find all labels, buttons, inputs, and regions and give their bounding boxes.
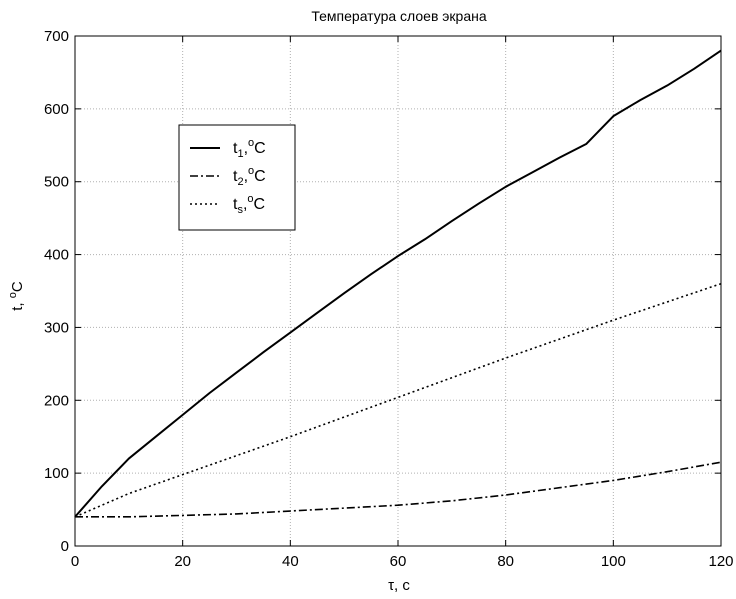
legend: t1,oC t2,oC ts,oC: [178, 124, 296, 231]
y-tick-label: 200: [44, 392, 69, 409]
ticks: 0 20 40 60 80 100 120 0 100 200 300 400 500 600 700: [44, 28, 734, 570]
x-tick-label: 40: [282, 553, 299, 570]
legend-box: [178, 124, 296, 231]
y-tick-label: 300: [44, 319, 69, 336]
y-tick-label: 500: [44, 174, 69, 191]
series-line-1: [74, 49, 722, 518]
x-axis-label-symbol: τ: [388, 577, 394, 594]
x-axis-label-unit: , c: [394, 577, 410, 594]
legend-entries: t1,oC t2,oC ts,oC: [190, 137, 266, 216]
series-line-s: [74, 282, 722, 518]
x-tick-label: 80: [497, 553, 514, 570]
y-tick-label: 400: [44, 247, 69, 264]
series-layer: [74, 49, 722, 518]
y-tick-label: 0: [61, 538, 69, 555]
y-axis-label: t, oC: [7, 281, 26, 311]
chart-title: Температура слоев экрана: [311, 8, 486, 24]
x-tick-label: 0: [71, 553, 79, 570]
legend-label-2: t2,oC: [233, 165, 266, 188]
x-tick-label: 60: [390, 553, 407, 570]
x-tick-label: 100: [601, 553, 626, 570]
y-axis-label-degree: o: [7, 292, 19, 298]
y-axis-label-symbol: t,: [9, 298, 26, 311]
y-axis-label-unit: C: [9, 281, 26, 292]
legend-label-1: t1,oC: [233, 137, 266, 160]
x-axis-label: τ, c: [388, 577, 410, 594]
y-tick-label: 100: [44, 465, 69, 482]
grid: [75, 36, 721, 546]
x-tick-label: 20: [174, 553, 191, 570]
series-line-2: [75, 461, 722, 518]
x-tick-label: 120: [708, 553, 733, 570]
y-tick-label: 600: [44, 101, 69, 118]
y-tick-label: 700: [44, 28, 69, 45]
legend-label-s: ts,oC: [233, 193, 265, 216]
